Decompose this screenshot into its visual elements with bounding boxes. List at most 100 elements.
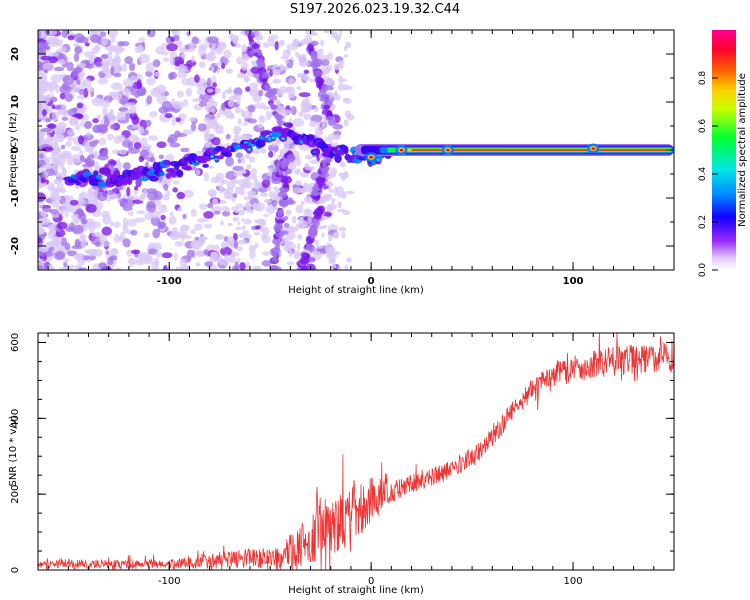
spectral-blob [286, 153, 296, 163]
spectral-blob [87, 30, 96, 36]
spectral-blob [236, 246, 243, 252]
spectral-blob [86, 131, 91, 137]
spectral-blob [239, 170, 247, 175]
spectral-blob [103, 146, 109, 157]
spectral-blob [237, 221, 241, 226]
spectral-blob [245, 261, 251, 269]
spectral-blob [106, 133, 115, 141]
spectral-blob [119, 149, 128, 155]
spectral-blob [126, 249, 133, 257]
spectral-blob [246, 205, 252, 214]
y-tick-label: 0 [10, 146, 21, 153]
spectral-blob [345, 41, 352, 49]
spectral-blob [264, 83, 270, 90]
spectral-blob [233, 96, 238, 101]
spectral-blob [235, 226, 243, 231]
spectral-blob [153, 72, 161, 77]
spectral-blob [334, 154, 342, 163]
spectral-blob [261, 105, 270, 110]
spectral-blob [248, 156, 255, 163]
colorbar-gradient [712, 30, 736, 270]
x-tick-label: 100 [563, 276, 584, 287]
spectral-blob [149, 111, 158, 118]
spectral-blob [117, 41, 125, 47]
spectral-blob [96, 123, 107, 133]
spectral-blob [124, 56, 134, 65]
spectrogram-ylabel: Frequency (Hz) [8, 112, 19, 188]
spectral-blob [272, 199, 278, 208]
spectral-blob [261, 251, 271, 256]
spectral-blob [326, 208, 333, 213]
spectral-blob [56, 221, 68, 230]
spectral-blob [101, 36, 108, 46]
spectral-blob [323, 224, 328, 229]
spectral-blob [177, 207, 183, 212]
spectral-blob [206, 88, 214, 93]
spectral-blob [279, 63, 284, 72]
spectral-blob [71, 213, 80, 221]
spectral-blob [260, 147, 267, 154]
spectral-blob [258, 89, 264, 97]
spectral-blob [251, 31, 256, 37]
spectral-blob [140, 137, 148, 146]
spectral-blob [205, 52, 217, 62]
spectral-blob [376, 158, 381, 162]
spectral-blob [41, 146, 54, 152]
spectral-blob [127, 195, 140, 200]
spectral-blob [198, 101, 207, 107]
spectral-blob [274, 40, 279, 51]
spectral-blob [245, 152, 250, 159]
spectral-blob [278, 39, 285, 47]
spectral-blob [80, 239, 87, 249]
spectral-blob [137, 126, 145, 134]
spectral-blob [38, 127, 41, 133]
spectral-blob [266, 185, 272, 192]
spectral-blob [61, 116, 69, 121]
colorbar-tick-label: 0.6 [698, 119, 708, 134]
spectral-blob [94, 45, 101, 50]
spectral-blob [118, 134, 126, 143]
spectral-blob [271, 247, 281, 254]
spectral-blob [262, 226, 270, 236]
spectral-blob [302, 182, 309, 189]
y-tick-label: 10 [10, 95, 21, 109]
spectral-blob [297, 234, 303, 240]
spectral-blob [111, 149, 122, 155]
y-tick-label: -10 [10, 189, 21, 207]
spectral-blob [295, 180, 302, 187]
spectral-blob [133, 217, 146, 223]
spectral-blob [50, 96, 58, 103]
spectral-blob [50, 74, 62, 84]
spectral-blob [196, 88, 207, 96]
spectral-blob [175, 39, 183, 48]
spectral-blob [67, 135, 74, 142]
spectral-blob [232, 165, 244, 172]
spectral-blob [64, 242, 71, 251]
spectral-blob [238, 239, 247, 245]
spectral-blob [97, 77, 109, 85]
spectral-blob [100, 99, 111, 108]
spectral-blob [344, 264, 349, 270]
spectral-blob [186, 249, 195, 259]
spectral-blob [228, 255, 236, 264]
spectral-blob [165, 190, 171, 197]
spectral-blob [83, 51, 95, 58]
spectral-blob [111, 59, 117, 68]
spectral-blob [107, 30, 119, 38]
spectral-blob [238, 232, 246, 239]
x-tick-label: 0 [368, 576, 374, 587]
spectral-blob [247, 148, 252, 152]
spectral-blob [49, 208, 59, 215]
spectral-blob [279, 197, 289, 207]
spectral-blob [42, 62, 54, 71]
spectral-blob [326, 86, 334, 91]
spectral-blob [206, 244, 215, 251]
spectral-blob [203, 117, 211, 123]
spectral-blob [38, 217, 50, 225]
spectral-blob [47, 224, 56, 231]
spectral-blob [47, 123, 57, 130]
spectral-blob [38, 181, 44, 190]
spectral-blob [186, 42, 196, 53]
spectral-blob [129, 257, 134, 268]
spectral-blob [297, 242, 301, 251]
